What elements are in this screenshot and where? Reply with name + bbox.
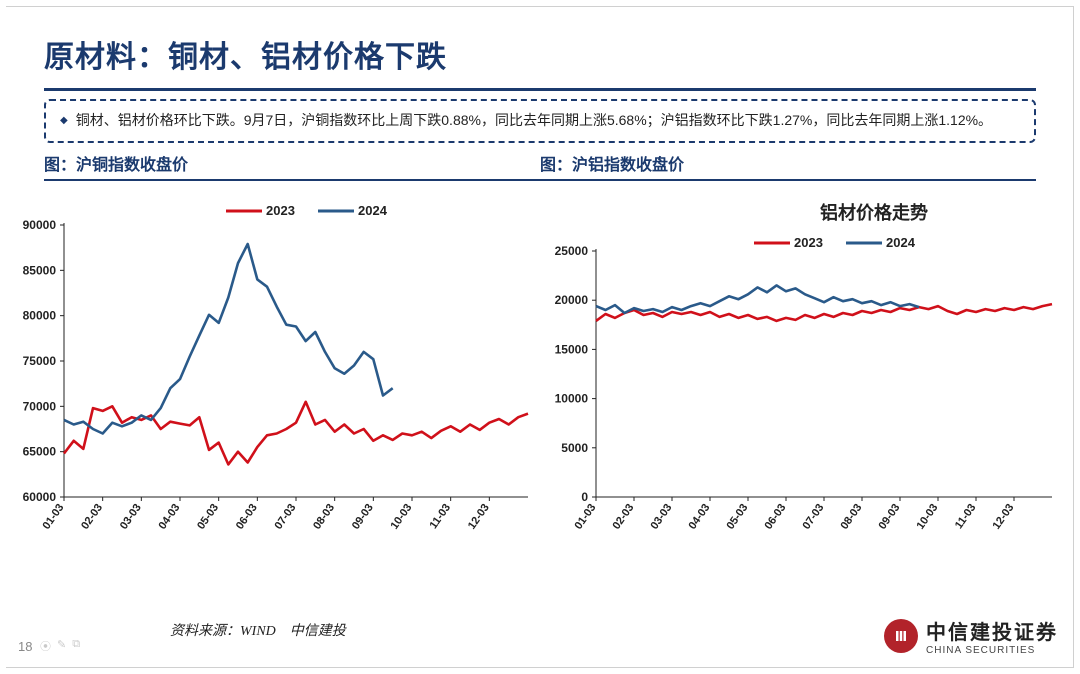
- svg-text:06-03: 06-03: [234, 502, 260, 532]
- charts-row: 2023 2024 60000 65000 70000 75000 80000 85000 90…: [0, 181, 1080, 555]
- svg-text:10000: 10000: [555, 392, 589, 406]
- summary-callout: 铜材、铝材价格环比下跌。9月7日，沪铜指数环比上周下跌0.88%，同比去年同期上…: [44, 99, 1036, 143]
- svg-text:04-03: 04-03: [156, 502, 182, 532]
- svg-text:铝材价格走势: 铝材价格走势: [820, 202, 928, 223]
- svg-text:04-03: 04-03: [686, 502, 712, 532]
- svg-text:09-03: 09-03: [350, 502, 376, 532]
- dock-icon: ⦿: [40, 638, 51, 654]
- brand-en: CHINA SECURITIES: [926, 645, 1058, 656]
- svg-text:12-03: 12-03: [990, 502, 1016, 532]
- chart1-wrap: 2023 2024 60000 65000 70000 75000 80000 85000 90…: [8, 185, 540, 555]
- svg-text:07-03: 07-03: [800, 502, 826, 532]
- title-row: 原材料：铜材、铝材价格下跌: [0, 0, 1080, 82]
- page-title: 原材料：铜材、铝材价格下跌: [44, 32, 1036, 76]
- chart1-heading: 图：沪铜指数收盘价: [44, 151, 540, 177]
- svg-text:15000: 15000: [555, 343, 589, 357]
- brand-text: 中信建投证券 CHINA SECURITIES: [926, 616, 1058, 656]
- brand-cn: 中信建投证券: [926, 616, 1058, 645]
- chart2-wrap: 铝材价格走势 2023 2024 0 5000 10000 15000 20000 25000 0…: [540, 185, 1072, 555]
- svg-text:65000: 65000: [23, 445, 57, 459]
- svg-text:11-03: 11-03: [953, 502, 979, 531]
- brand-logo-icon: [884, 619, 918, 653]
- page-number: 18: [18, 639, 32, 654]
- svg-text:02-03: 02-03: [79, 502, 105, 532]
- svg-text:2023: 2023: [794, 235, 823, 250]
- svg-text:05-03: 05-03: [724, 502, 750, 532]
- svg-text:09-03: 09-03: [876, 502, 902, 532]
- svg-text:60000: 60000: [23, 490, 57, 504]
- svg-text:90000: 90000: [23, 218, 57, 232]
- svg-text:05-03: 05-03: [195, 502, 221, 532]
- svg-text:75000: 75000: [23, 354, 57, 368]
- svg-text:10-03: 10-03: [914, 502, 940, 532]
- svg-text:25000: 25000: [555, 244, 589, 258]
- svg-text:2023: 2023: [266, 203, 295, 218]
- svg-text:03-03: 03-03: [648, 502, 674, 532]
- chart2-heading: 图：沪铝指数收盘价: [540, 151, 1036, 177]
- dock-icon: ✎: [57, 638, 66, 654]
- chart1-svg: 2023 2024 60000 65000 70000 75000 80000 85000 90…: [8, 185, 538, 555]
- chart2-svg: 铝材价格走势 2023 2024 0 5000 10000 15000 20000 25000 0…: [540, 185, 1070, 555]
- title-rule: [44, 88, 1036, 91]
- chart-headings: 图：沪铜指数收盘价 图：沪铝指数收盘价: [44, 151, 1036, 177]
- svg-text:08-03: 08-03: [838, 502, 864, 532]
- svg-text:5000: 5000: [561, 441, 588, 455]
- svg-text:2024: 2024: [886, 235, 916, 250]
- svg-text:80000: 80000: [23, 309, 57, 323]
- svg-text:11-03: 11-03: [428, 502, 454, 531]
- dock-icon: ⧉: [72, 638, 80, 654]
- svg-text:01-03: 01-03: [572, 502, 598, 532]
- svg-text:02-03: 02-03: [610, 502, 636, 532]
- svg-text:0: 0: [581, 490, 588, 504]
- svg-text:03-03: 03-03: [118, 502, 144, 532]
- svg-text:01-03: 01-03: [40, 502, 66, 532]
- source-line: 资料来源：WIND 中信建投: [170, 620, 346, 640]
- svg-text:06-03: 06-03: [762, 502, 788, 532]
- dock-icons: ⦿ ✎ ⧉: [40, 638, 80, 654]
- summary-text: 铜材、铝材价格环比下跌。9月7日，沪铜指数环比上周下跌0.88%，同比去年同期上…: [60, 109, 1020, 131]
- svg-text:2024: 2024: [358, 203, 388, 218]
- svg-text:70000: 70000: [23, 400, 57, 414]
- svg-text:85000: 85000: [23, 264, 57, 278]
- svg-text:07-03: 07-03: [272, 502, 298, 532]
- svg-text:08-03: 08-03: [311, 502, 337, 532]
- svg-text:10-03: 10-03: [388, 502, 414, 532]
- svg-text:12-03: 12-03: [466, 502, 492, 532]
- brand: 中信建投证券 CHINA SECURITIES: [884, 616, 1058, 656]
- svg-text:20000: 20000: [555, 294, 589, 308]
